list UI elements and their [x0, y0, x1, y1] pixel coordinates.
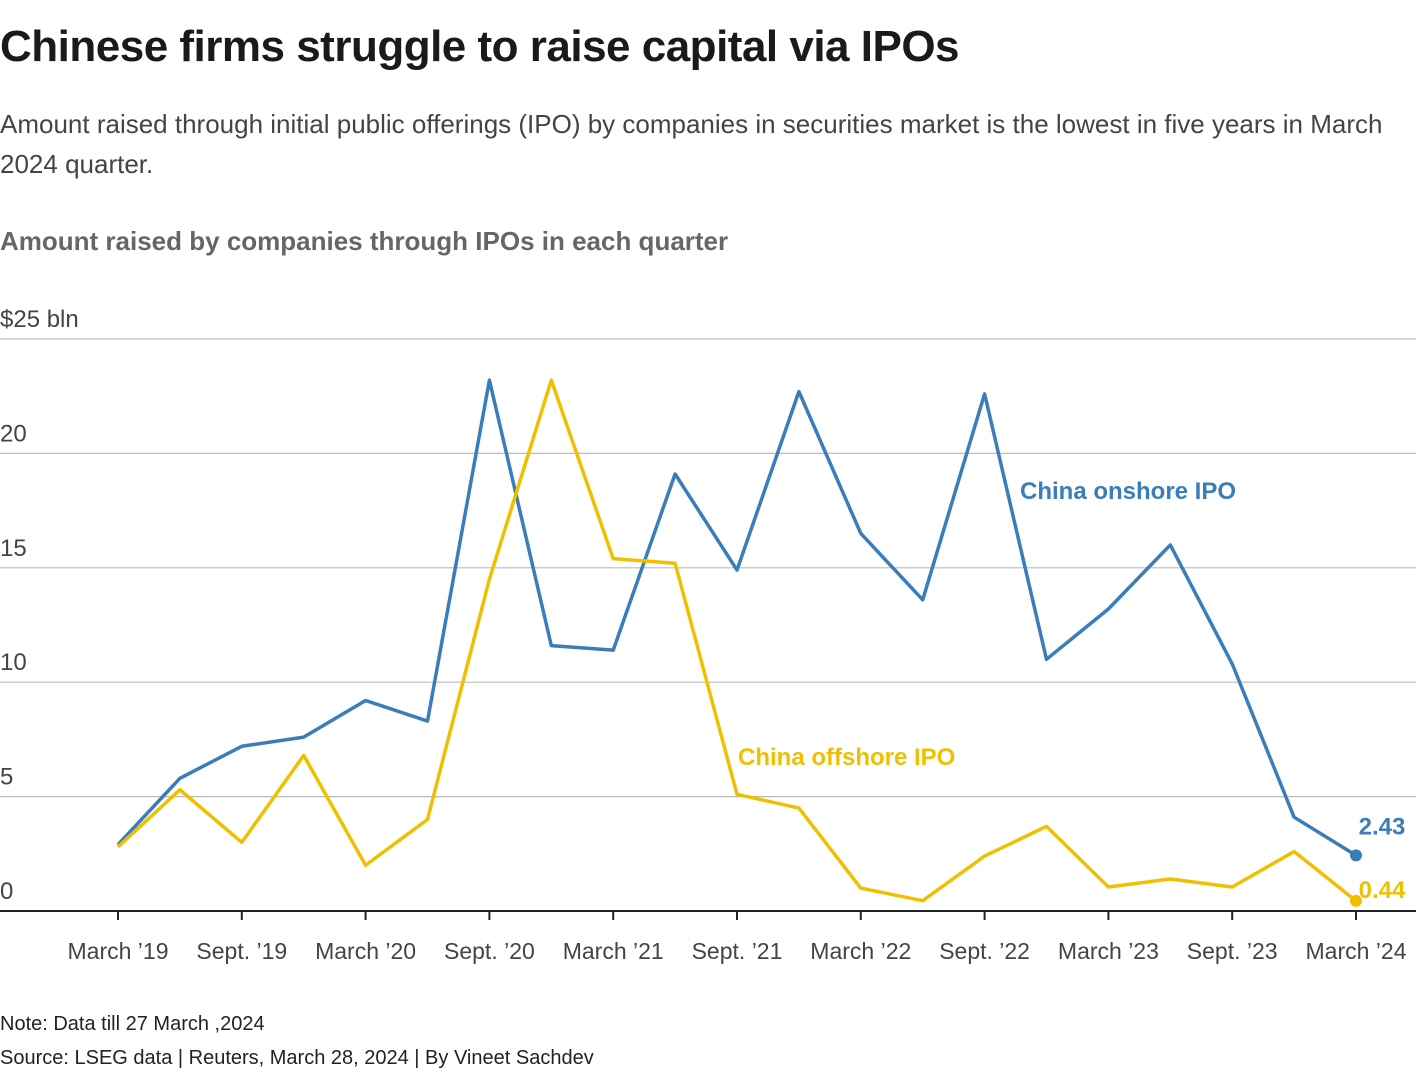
x-tick-label: Sept. ’20 — [444, 938, 535, 964]
x-tick-label: March ’19 — [68, 938, 169, 964]
x-tick-label: Sept. ’23 — [1187, 938, 1278, 964]
note: Note: Data till 27 March ,2024 — [0, 1013, 265, 1035]
subtitle: Amount raised through initial public off… — [0, 109, 1383, 179]
chart: 0 5 10 15 20 $25 bln March ’19 Sept. ’19 March ’… — [0, 306, 1416, 964]
y-tick-label: 10 — [0, 649, 27, 676]
x-tick-label: March ’21 — [563, 938, 664, 964]
x-tick-label: Sept. ’21 — [692, 938, 783, 964]
series-line — [116, 378, 1357, 857]
x-tick-label: Sept. ’19 — [196, 938, 287, 964]
x-tick-label: March ’22 — [810, 938, 911, 964]
end-point — [1350, 894, 1362, 907]
x-tick-label: March ’24 — [1306, 938, 1407, 964]
value-label: 0.44 — [1359, 877, 1406, 904]
x-tick-label: Sept. ’22 — [939, 938, 1030, 964]
series-line — [116, 378, 1358, 903]
value-label: 2.43 — [1359, 813, 1406, 840]
y-tick-label: $25 bln — [0, 306, 79, 333]
y-tick-label: 20 — [0, 420, 27, 447]
series-label: China offshore IPO — [738, 744, 955, 771]
y-tick-label: 0 — [0, 878, 13, 905]
y-tick-label: 5 — [0, 764, 13, 791]
end-point — [1350, 849, 1362, 862]
y-tick-label: 15 — [0, 535, 27, 562]
x-tick-label: March ’23 — [1058, 938, 1159, 964]
x-tick-label: March ’20 — [315, 938, 416, 964]
series-label: China onshore IPO — [1020, 478, 1236, 505]
title: Chinese firms struggle to raise capital … — [0, 22, 960, 71]
chart-title: Amount raised by companies through IPOs … — [0, 226, 729, 256]
source: Source: LSEG data | Reuters, March 28, 2… — [0, 1047, 594, 1069]
